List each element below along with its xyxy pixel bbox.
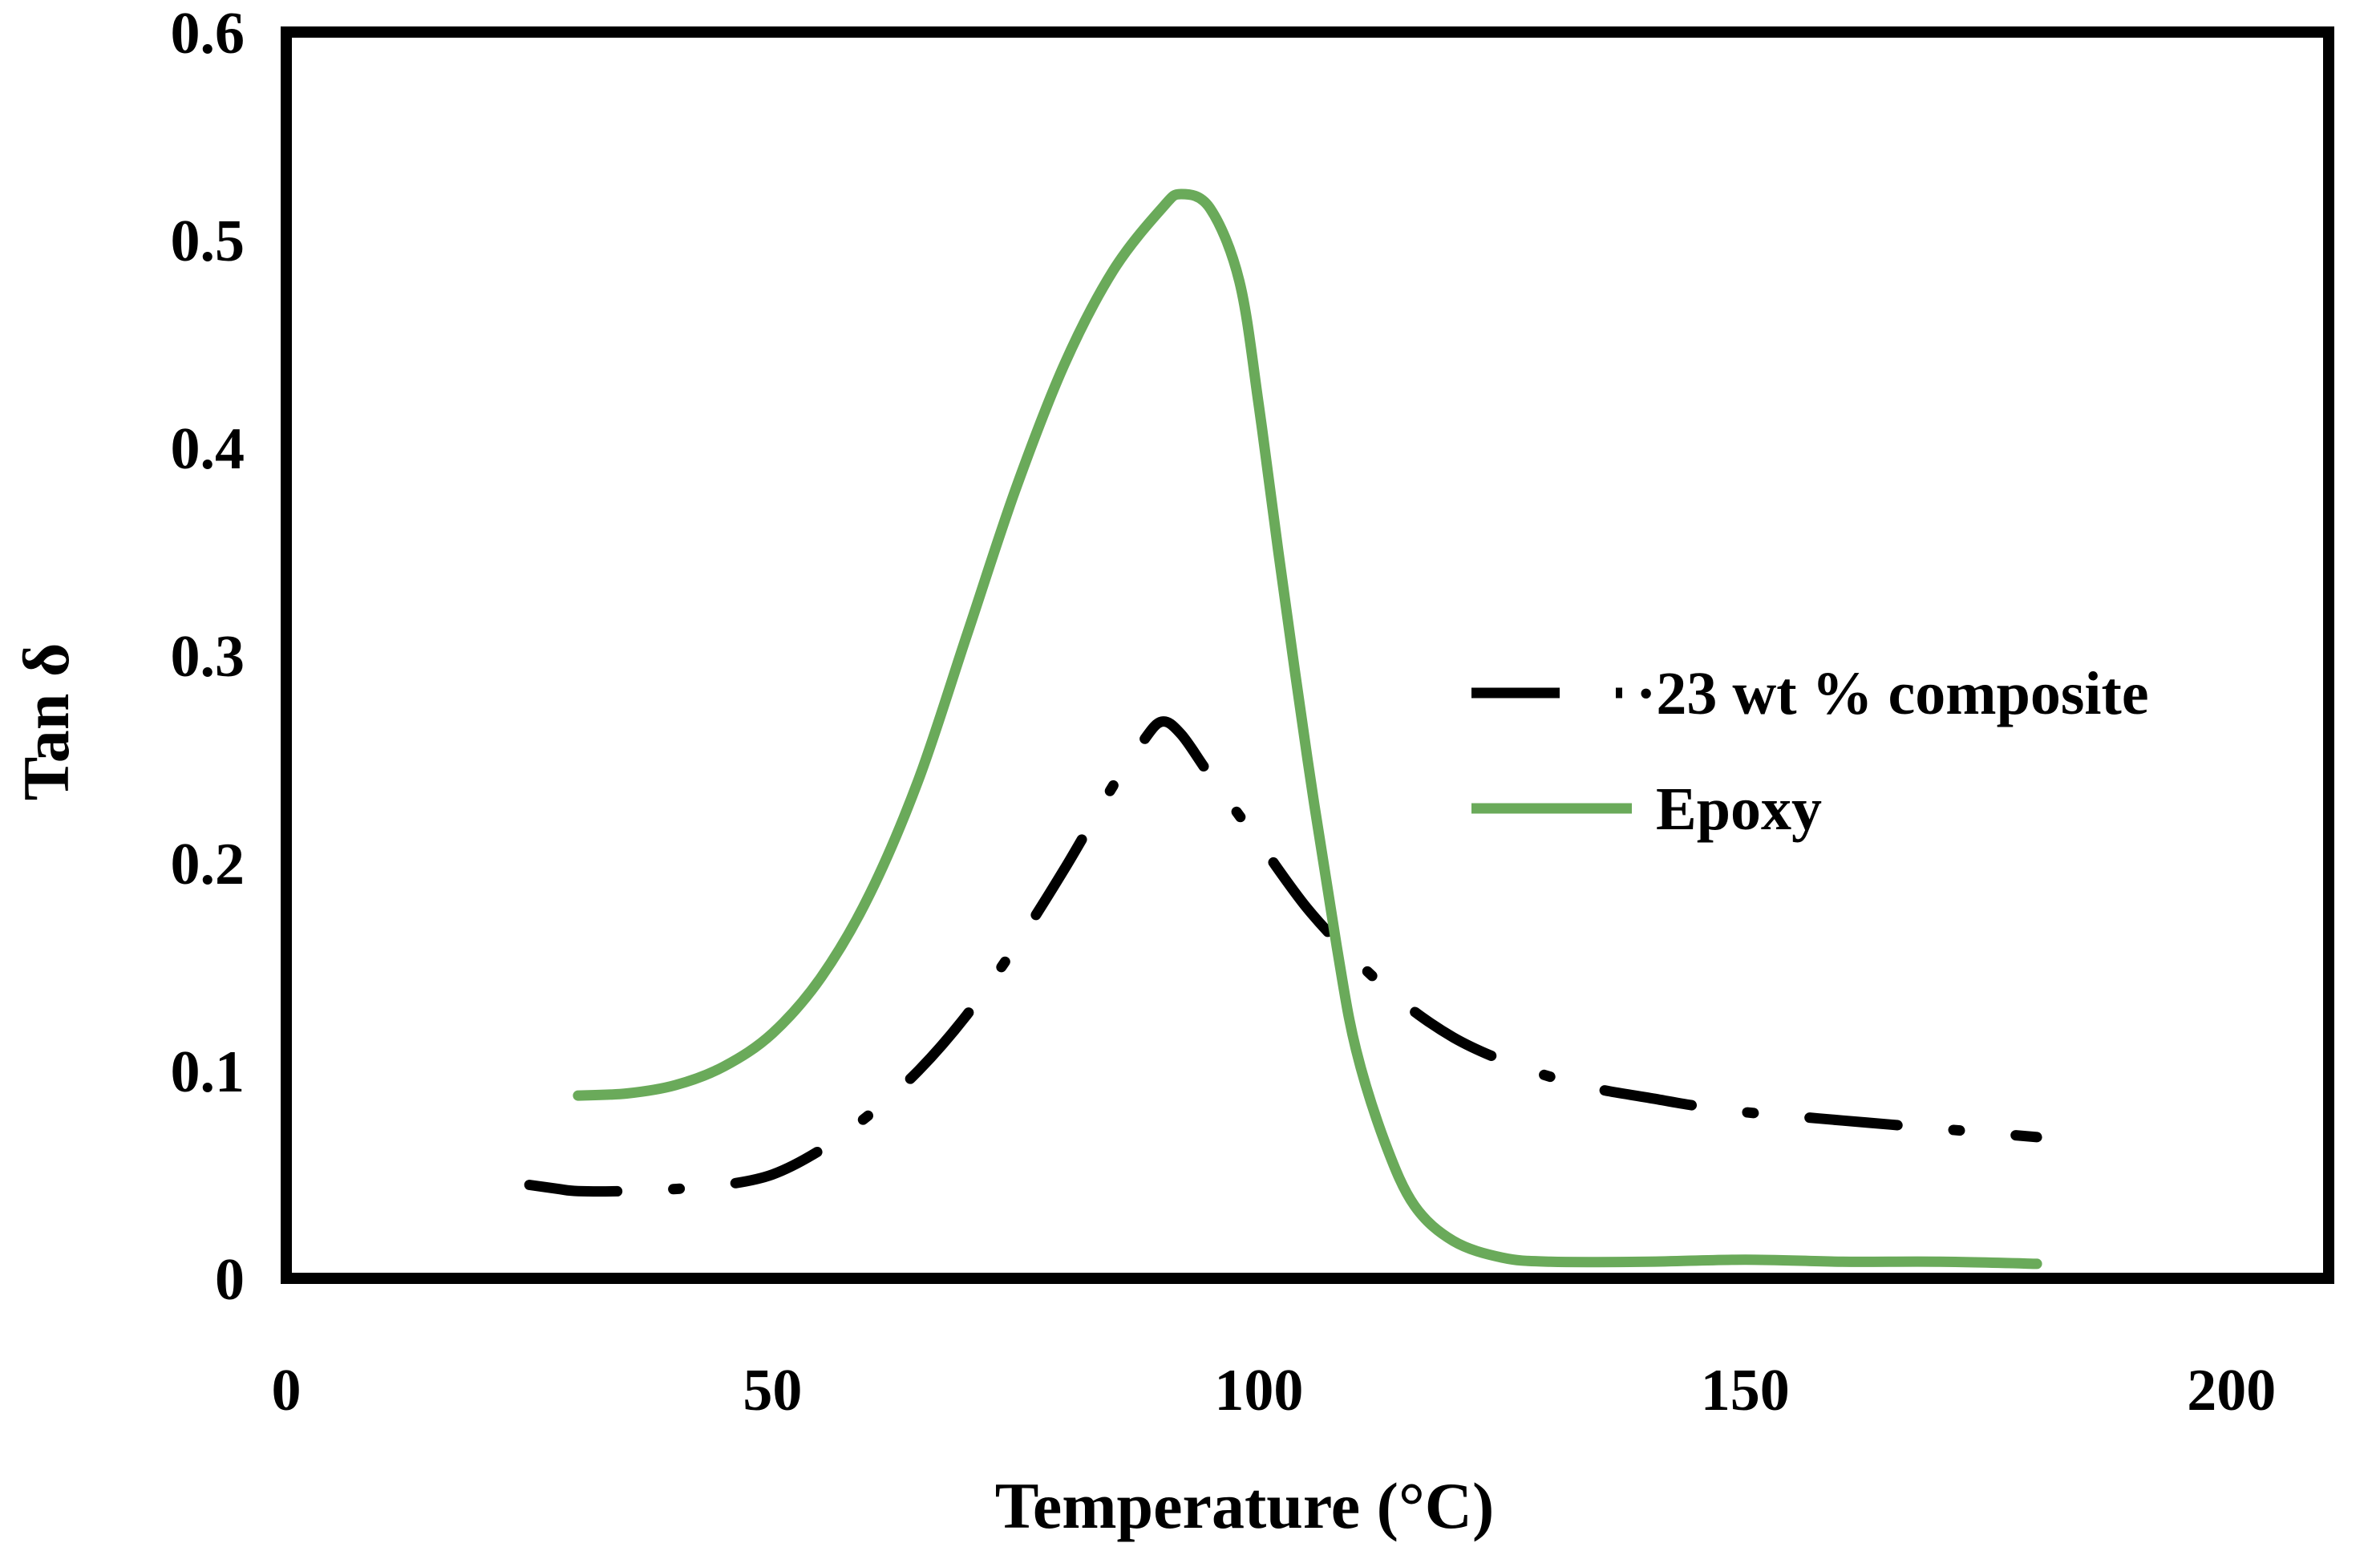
x-tick-label: 150: [1701, 1358, 1790, 1423]
series-line-composite: [524, 716, 2042, 1197]
y-tick-label: 0.6: [171, 1, 245, 67]
x-tick-label: 50: [743, 1358, 802, 1423]
legend: ·23 wt % composite Epoxy: [1471, 660, 2149, 843]
x-tick-label: 200: [2187, 1358, 2276, 1423]
x-tick-label: 100: [1214, 1358, 1303, 1423]
y-tick-label: 0.3: [171, 624, 245, 690]
x-axis-tick-labels: 0 50 100 150 200: [272, 1358, 2277, 1423]
y-axis-title: Tan δ: [10, 643, 83, 801]
x-tick-label: 0: [272, 1358, 302, 1423]
legend-label-composite: ·23 wt % composite: [1636, 660, 2149, 727]
y-tick-label: 0.2: [171, 832, 245, 897]
legend-label-epoxy: Epoxy: [1656, 776, 1822, 843]
x-axis-title: Temperature (°C): [995, 1469, 1495, 1542]
series-line-epoxy: [573, 188, 2042, 1270]
y-tick-label: 0.1: [171, 1039, 245, 1105]
plot-area-frame: [281, 26, 2334, 1284]
y-tick-label: 0: [215, 1247, 245, 1313]
y-tick-label: 0.5: [171, 209, 245, 274]
series-layer: [524, 188, 2042, 1270]
y-tick-label: 0.4: [171, 416, 245, 482]
y-axis-tick-labels: 0 0.1 0.2 0.3 0.4 0.5 0.6: [171, 1, 245, 1313]
